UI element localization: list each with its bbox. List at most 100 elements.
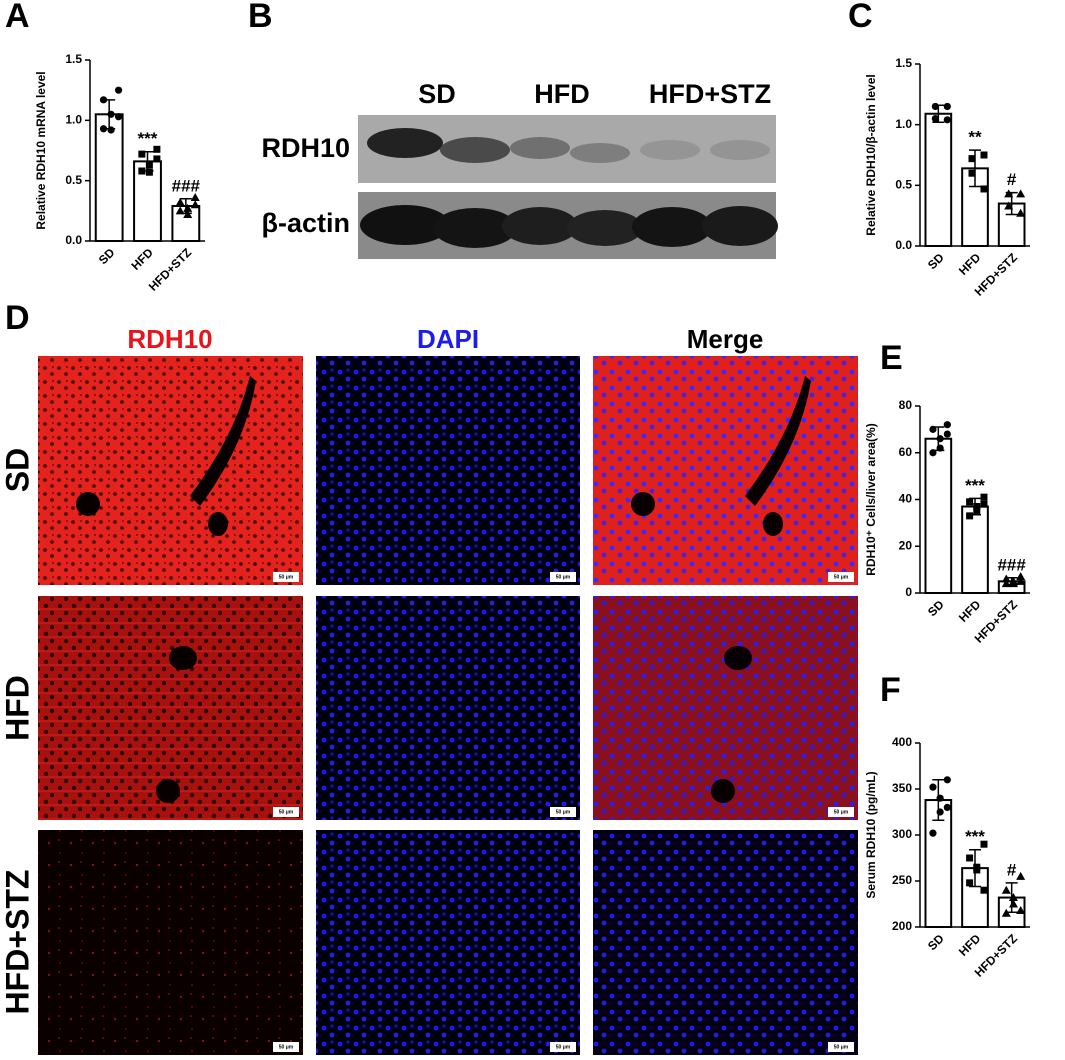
- panel-label: D: [5, 299, 30, 337]
- data-point: [183, 203, 193, 212]
- y-tick-label: 1.5: [895, 56, 912, 70]
- data-point: [1016, 208, 1026, 217]
- data-point: [1001, 574, 1011, 583]
- y-tick-label: 0.0: [65, 233, 82, 247]
- data-point: [153, 145, 161, 153]
- vessel: [190, 376, 256, 506]
- data-point: [943, 776, 951, 784]
- y-tick-label: 300: [892, 827, 912, 841]
- scale-bar-box: [273, 807, 299, 817]
- micrograph: [593, 830, 858, 1055]
- significance-label: ***: [965, 476, 985, 495]
- data-point: [145, 161, 153, 169]
- scale-bar: 50 μm: [279, 809, 294, 815]
- scale-bar-box: [550, 572, 576, 582]
- panel-label: A: [5, 0, 30, 35]
- data-point: [966, 854, 974, 862]
- data-point: [1016, 572, 1026, 581]
- y-tick-label: 60: [899, 445, 913, 459]
- y-tick-label: 0.0: [895, 238, 912, 252]
- data-point: [107, 110, 115, 118]
- significance-label: ***: [138, 129, 158, 148]
- scale-bar-box: [550, 1042, 576, 1052]
- data-point: [1004, 201, 1014, 210]
- scale-bar-box: [273, 572, 299, 582]
- data-point: [931, 102, 939, 111]
- data-point: [107, 126, 115, 134]
- panel-label: E: [880, 339, 903, 377]
- data-point: [966, 498, 974, 506]
- x-tick-label: SD: [96, 245, 118, 267]
- vessel: [76, 492, 100, 516]
- y-axis-label: Relative RDH10/β-actin level: [864, 74, 878, 235]
- data-point: [138, 167, 146, 175]
- data-point: [966, 879, 974, 887]
- data-point: [929, 783, 937, 791]
- data-point: [980, 151, 988, 159]
- column-label: RDH10: [127, 324, 212, 354]
- column-label: DAPI: [417, 324, 479, 354]
- vessel: [208, 512, 228, 536]
- micrograph: [38, 356, 303, 585]
- data-point: [1008, 899, 1018, 908]
- data-point: [1016, 576, 1026, 585]
- data-point: [943, 421, 951, 429]
- y-tick-label: 40: [899, 492, 913, 506]
- y-tick-label: 1.0: [65, 113, 82, 127]
- data-point: [973, 503, 981, 511]
- x-tick-label: HFD: [129, 245, 157, 273]
- data-point: [1016, 871, 1026, 880]
- y-tick-label: 400: [892, 735, 912, 749]
- significance-label: #: [1007, 860, 1017, 879]
- y-tick-label: 0.5: [65, 173, 82, 187]
- x-tick-label: HFD: [956, 250, 984, 278]
- lane-group-label: SD: [418, 79, 456, 109]
- data-point: [980, 500, 988, 508]
- data-point: [936, 808, 944, 816]
- data-point: [99, 125, 108, 133]
- scale-bar-box: [828, 1042, 854, 1052]
- blot-strip: [358, 115, 778, 259]
- data-point: [1016, 189, 1026, 198]
- micrograph: [593, 356, 858, 585]
- data-point: [1008, 893, 1018, 902]
- data-point: [929, 425, 937, 433]
- data-point: [1001, 908, 1011, 917]
- data-point: [936, 435, 944, 443]
- data-point: [943, 430, 951, 438]
- data-point: [980, 886, 988, 894]
- panel-label: F: [880, 671, 901, 709]
- data-point: [1001, 579, 1011, 588]
- data-point: [973, 866, 981, 874]
- data-point: [190, 193, 200, 202]
- panel-label: B: [248, 0, 273, 35]
- data-point: [114, 86, 123, 94]
- data-point: [929, 829, 937, 837]
- data-point: [943, 803, 951, 812]
- scale-bar: 50 μm: [279, 574, 294, 580]
- vessel: [745, 376, 811, 506]
- micrograph: [316, 356, 580, 585]
- x-tick-label: HFD: [956, 597, 984, 625]
- data-point: [1001, 885, 1011, 894]
- lane-group-label: HFD+STZ: [649, 79, 771, 109]
- y-tick-label: 1.5: [65, 52, 82, 66]
- data-point: [175, 197, 185, 206]
- y-tick-label: 250: [892, 873, 912, 887]
- data-point: [966, 512, 974, 520]
- y-tick-label: 350: [892, 781, 912, 795]
- data-point: [1016, 905, 1026, 914]
- data-point: [931, 115, 939, 123]
- significance-label: ###: [172, 176, 201, 195]
- significance-label: #: [1007, 170, 1017, 189]
- panel-label: C: [848, 0, 873, 35]
- significance-label: **: [968, 128, 982, 147]
- micrograph: [316, 830, 580, 1055]
- row-label: HFD+STZ: [0, 870, 35, 1015]
- bar: [924, 437, 953, 594]
- y-tick-label: 0: [905, 585, 912, 599]
- y-tick-label: 20: [899, 538, 913, 552]
